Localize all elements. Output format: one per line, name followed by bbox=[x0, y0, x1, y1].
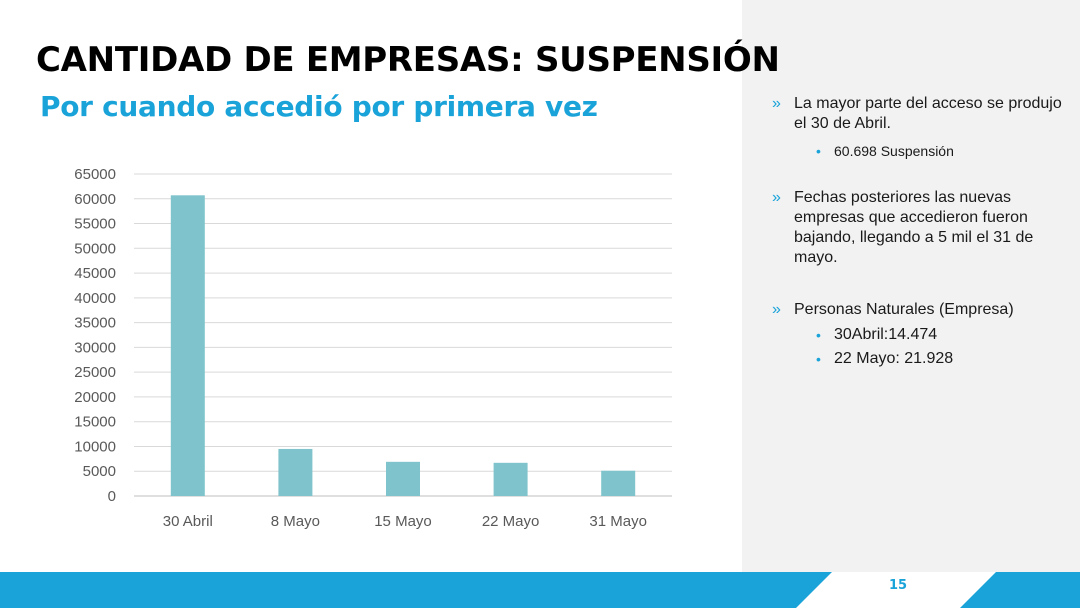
bar bbox=[601, 470, 636, 496]
page-subtitle: Por cuando accedió por primera vez bbox=[40, 90, 598, 123]
sub-bullet-text: 22 Mayo: 21.928 bbox=[834, 350, 954, 367]
y-tick-label: 65000 bbox=[74, 166, 116, 183]
bar bbox=[386, 461, 420, 496]
y-tick-label: 15000 bbox=[74, 414, 116, 431]
x-tick-label: 30 Abril bbox=[163, 513, 213, 530]
bullet-item: » La mayor parte del acceso se produjo e… bbox=[772, 94, 1062, 134]
y-tick-label: 30000 bbox=[74, 339, 116, 356]
y-tick-label: 60000 bbox=[74, 191, 116, 208]
sub-bullet-item: • 22 Mayo: 21.928 bbox=[772, 348, 1062, 370]
x-tick-label: 15 Mayo bbox=[374, 513, 432, 530]
bullet-dot-icon: • bbox=[816, 351, 821, 367]
y-tick-label: 0 bbox=[108, 488, 116, 505]
y-tick-label: 5000 bbox=[83, 463, 116, 480]
footer-stripe-left bbox=[0, 572, 832, 608]
footer-stripe-right bbox=[960, 572, 1080, 608]
bullet-item: » Fechas posteriores las nuevas empresas… bbox=[772, 188, 1062, 268]
bar bbox=[493, 462, 528, 496]
bullet-text: La mayor parte del acceso se produjo el … bbox=[794, 95, 1062, 132]
y-tick-label: 40000 bbox=[74, 290, 116, 307]
bar bbox=[278, 448, 313, 496]
bullet-text: Fechas posteriores las nuevas empresas q… bbox=[794, 189, 1034, 266]
footer-band bbox=[0, 572, 1080, 608]
sub-bullet-text: 60.698 Suspensión bbox=[834, 143, 954, 159]
y-tick-label: 35000 bbox=[74, 315, 116, 332]
x-tick-label: 22 Mayo bbox=[482, 513, 540, 530]
y-tick-label: 45000 bbox=[74, 265, 116, 282]
sub-bullet-item: • 60.698 Suspensión bbox=[772, 140, 1062, 162]
sub-bullet-item: • 30Abril:14.474 bbox=[772, 324, 1062, 346]
chevron-right-icon: » bbox=[772, 95, 781, 112]
y-tick-label: 10000 bbox=[74, 438, 116, 455]
x-tick-label: 8 Mayo bbox=[271, 513, 320, 530]
bar bbox=[170, 195, 205, 496]
chevron-right-icon: » bbox=[772, 301, 781, 318]
page-title: CANTIDAD DE EMPRESAS: SUSPENSIÓN bbox=[36, 40, 780, 80]
x-tick-label: 31 Mayo bbox=[589, 513, 647, 530]
y-tick-label: 55000 bbox=[74, 216, 116, 233]
page-number: 15 bbox=[888, 578, 908, 593]
bullet-dot-icon: • bbox=[816, 327, 821, 343]
bar-chart: 0 5000 10000 15000 20000 25000 30000 35000 40000… bbox=[74, 166, 672, 530]
y-tick-label: 20000 bbox=[74, 389, 116, 406]
bullet-item: » Personas Naturales (Empresa) bbox=[772, 300, 1062, 320]
bullet-text: Personas Naturales (Empresa) bbox=[794, 301, 1014, 318]
y-tick-label: 25000 bbox=[74, 364, 116, 381]
chevron-right-icon: » bbox=[772, 189, 781, 206]
sub-bullet-text: 30Abril:14.474 bbox=[834, 326, 938, 343]
side-panel bbox=[742, 0, 1080, 572]
bullet-list: » La mayor parte del acceso se produjo e… bbox=[772, 94, 1062, 370]
y-tick-label: 50000 bbox=[74, 240, 116, 257]
bullet-dot-icon: • bbox=[816, 143, 821, 159]
